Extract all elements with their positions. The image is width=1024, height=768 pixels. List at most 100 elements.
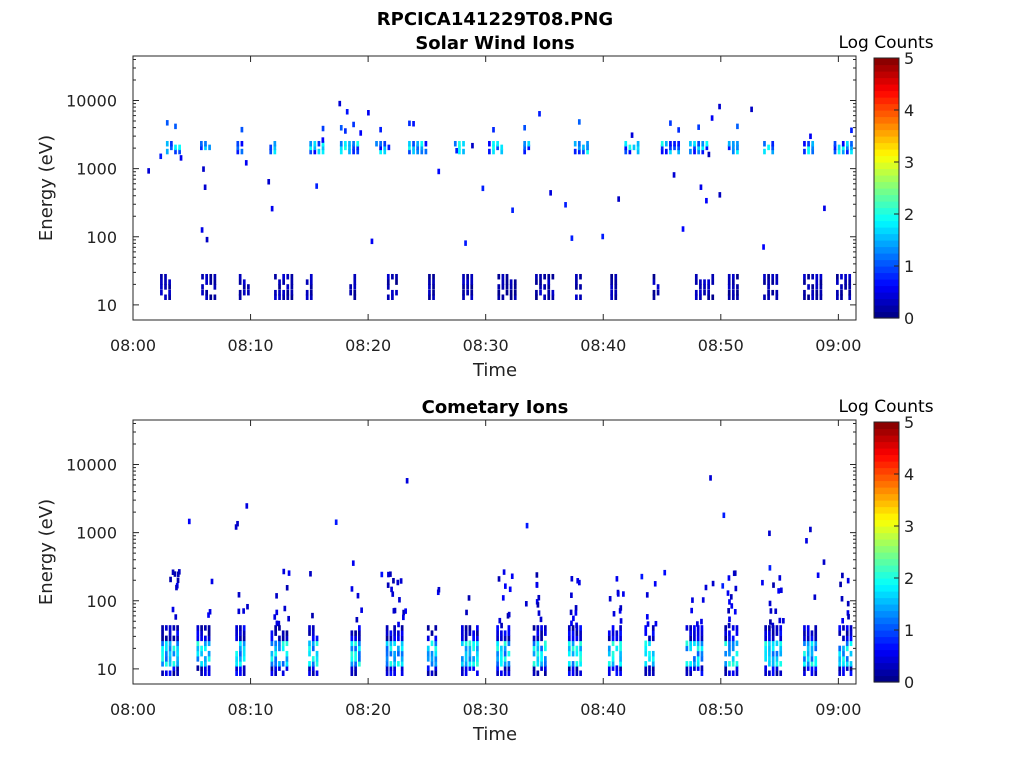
spectrogram-cell bbox=[165, 120, 169, 126]
spectrogram-cell bbox=[775, 279, 779, 285]
spectrogram-cell bbox=[267, 179, 271, 185]
spectrogram-data bbox=[161, 475, 853, 676]
spectrogram-cell bbox=[187, 518, 191, 525]
spectrogram-cell bbox=[315, 183, 319, 189]
spectrogram-cell bbox=[809, 133, 812, 140]
colorbar-segment bbox=[874, 220, 899, 228]
spectrogram-cell bbox=[778, 617, 782, 624]
spectrogram-cell bbox=[395, 273, 398, 280]
spectrogram-cell bbox=[379, 126, 382, 133]
spectrogram-cell bbox=[540, 635, 543, 642]
spectrogram-cell bbox=[611, 630, 615, 636]
spectrogram-cell bbox=[619, 670, 622, 676]
spectrogram-cell bbox=[736, 144, 739, 151]
spectrogram-cell bbox=[460, 640, 464, 647]
spectrogram-cell bbox=[400, 640, 404, 647]
spectrogram-cell bbox=[168, 279, 171, 285]
y-tick-label: 1000 bbox=[76, 160, 117, 179]
spectrogram-cell bbox=[540, 665, 543, 671]
spectrogram-cell bbox=[207, 650, 211, 657]
spectrogram-cell bbox=[161, 645, 164, 652]
spectrogram-cell bbox=[775, 650, 779, 657]
spectrogram-cell bbox=[247, 289, 250, 296]
spectrogram-cell bbox=[727, 608, 730, 614]
spectrogram-cell bbox=[428, 273, 431, 280]
spectrogram-cell bbox=[437, 586, 441, 593]
spectrogram-cell bbox=[147, 168, 151, 174]
spectrogram-cell bbox=[500, 630, 503, 636]
spectrogram-cell bbox=[539, 273, 542, 280]
spectrogram-cell bbox=[509, 279, 513, 285]
spectrogram-cell bbox=[768, 625, 771, 631]
spectrogram-cell bbox=[734, 585, 738, 592]
spectrogram-cell bbox=[200, 625, 203, 631]
spectrogram-cell bbox=[539, 279, 542, 285]
spectrogram-cell bbox=[774, 608, 778, 614]
spectrogram-cell bbox=[472, 665, 475, 671]
spectrogram-cell bbox=[728, 630, 731, 636]
colorbar-segment bbox=[874, 545, 899, 553]
spectrogram-cell bbox=[701, 597, 705, 603]
spectrogram-cell bbox=[317, 148, 321, 155]
spectrogram-cell bbox=[239, 665, 242, 671]
spectrogram-cell bbox=[648, 665, 651, 671]
spectrogram-cell bbox=[500, 635, 503, 642]
spectrogram-cell bbox=[462, 140, 465, 147]
y-axis-label: Energy (eV) bbox=[36, 135, 57, 241]
colorbar-tick-label: 2 bbox=[904, 569, 914, 588]
spectrogram-cell bbox=[764, 656, 768, 662]
spectrogram-cell bbox=[806, 625, 810, 631]
spectrogram-cell bbox=[239, 630, 242, 636]
spectrogram-cell bbox=[814, 656, 818, 662]
spectrogram-cell bbox=[839, 581, 842, 588]
spectrogram-cell bbox=[838, 645, 842, 652]
spectrogram-cell bbox=[467, 595, 471, 601]
spectrogram-cell bbox=[501, 284, 505, 290]
spectrogram-cell bbox=[160, 284, 163, 290]
spectrogram-cell bbox=[236, 144, 240, 151]
spectrogram-cell bbox=[693, 665, 696, 671]
spectrogram-cell bbox=[476, 645, 479, 652]
panel-title: Solar Wind Ions bbox=[415, 33, 574, 54]
spectrogram-cell bbox=[176, 640, 179, 647]
spectrogram-cell bbox=[358, 645, 361, 652]
spectrogram-cell bbox=[504, 583, 507, 589]
spectrogram-cell bbox=[412, 140, 415, 147]
spectrogram-cell bbox=[273, 148, 277, 155]
spectrogram-cell bbox=[696, 661, 700, 667]
spectrogram-cell bbox=[535, 294, 538, 300]
spectrogram-cell bbox=[727, 622, 731, 629]
spectrogram-cell bbox=[577, 579, 581, 586]
colorbar-segment bbox=[874, 428, 899, 436]
y-tick-label: 10000 bbox=[66, 456, 117, 475]
spectrogram-cell bbox=[428, 289, 431, 296]
spectrogram-cell bbox=[205, 294, 208, 300]
spectrogram-cell bbox=[697, 124, 700, 130]
spectrogram-cell bbox=[586, 148, 589, 155]
spectrogram-cell bbox=[207, 630, 211, 636]
spectrogram-cell bbox=[285, 585, 289, 591]
spectrogram-cell bbox=[841, 144, 845, 151]
spectrogram-cell bbox=[434, 670, 438, 676]
spectrogram-cell bbox=[344, 144, 347, 151]
spectrogram-cell bbox=[497, 289, 501, 296]
spectrogram-cell bbox=[204, 625, 207, 631]
spectrogram-cell bbox=[615, 576, 619, 582]
spectrogram-cell bbox=[408, 148, 411, 155]
spectrogram-cell bbox=[775, 630, 779, 636]
spectrogram-cell bbox=[315, 670, 319, 676]
spectrogram-cell bbox=[285, 635, 289, 642]
spectrogram-cell bbox=[572, 615, 575, 622]
spectrogram-cell bbox=[164, 656, 168, 662]
spectrogram-cell bbox=[498, 617, 502, 624]
spectrogram-cell bbox=[700, 635, 704, 642]
spectrogram-cell bbox=[274, 289, 277, 296]
spectrogram-cell bbox=[349, 284, 353, 290]
colorbar-segment bbox=[874, 136, 899, 144]
spectrogram-cell bbox=[354, 656, 357, 662]
colorbar-segment bbox=[874, 610, 899, 618]
spectrogram-cell bbox=[536, 635, 540, 642]
spectrogram-cell bbox=[344, 128, 347, 134]
spectrogram-cell bbox=[728, 650, 731, 657]
spectrogram-cell bbox=[501, 273, 505, 280]
